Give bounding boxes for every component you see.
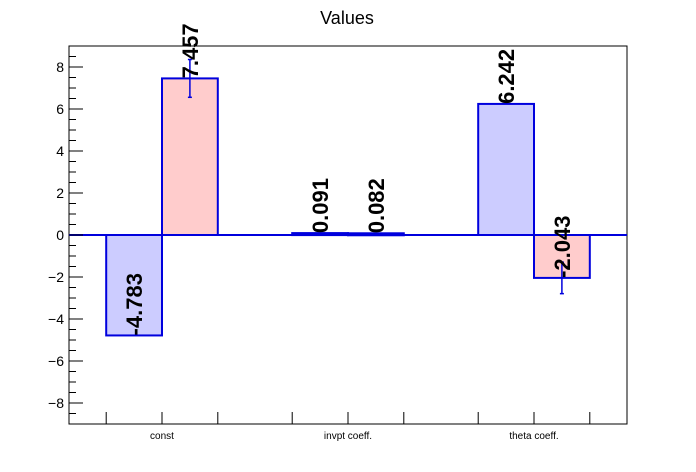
value-labels-layer: -4.783 0.091 6.242 7.457 0.082 -2.043 xyxy=(122,23,575,335)
x-category-label: invpt coeff. xyxy=(324,431,372,442)
y-tick-label: 2 xyxy=(56,185,64,201)
y-tick-label: 0 xyxy=(56,227,64,243)
y-tick-label: 4 xyxy=(56,143,64,159)
value-label: 7.457 xyxy=(178,23,203,78)
y-tick-label: −4 xyxy=(48,311,64,327)
bars-layer xyxy=(105,58,591,337)
value-label: 0.091 xyxy=(308,178,333,233)
y-tick-label: 8 xyxy=(56,59,64,75)
value-label: -4.783 xyxy=(122,273,147,335)
bar-theta-coeff--series1 xyxy=(477,102,536,236)
bar-const-series1 xyxy=(105,234,163,337)
value-label: 0.082 xyxy=(364,178,389,233)
bar-const-series2 xyxy=(161,77,219,236)
value-label: 6.242 xyxy=(494,49,519,104)
y-tick-label: −6 xyxy=(48,353,64,369)
y-tick-label: −8 xyxy=(48,395,64,411)
chart-title: Values xyxy=(320,8,374,28)
axes-layer: −8 −6 −4 −2 0 2 4 6 8 const invpt coeff. theta coef… xyxy=(48,45,628,442)
x-category-label: theta coeff. xyxy=(509,431,558,442)
y-tick-label: −2 xyxy=(48,269,64,285)
y-tick-label: 6 xyxy=(56,101,64,117)
x-category-label: const xyxy=(150,431,174,442)
value-label: -2.043 xyxy=(550,216,575,278)
